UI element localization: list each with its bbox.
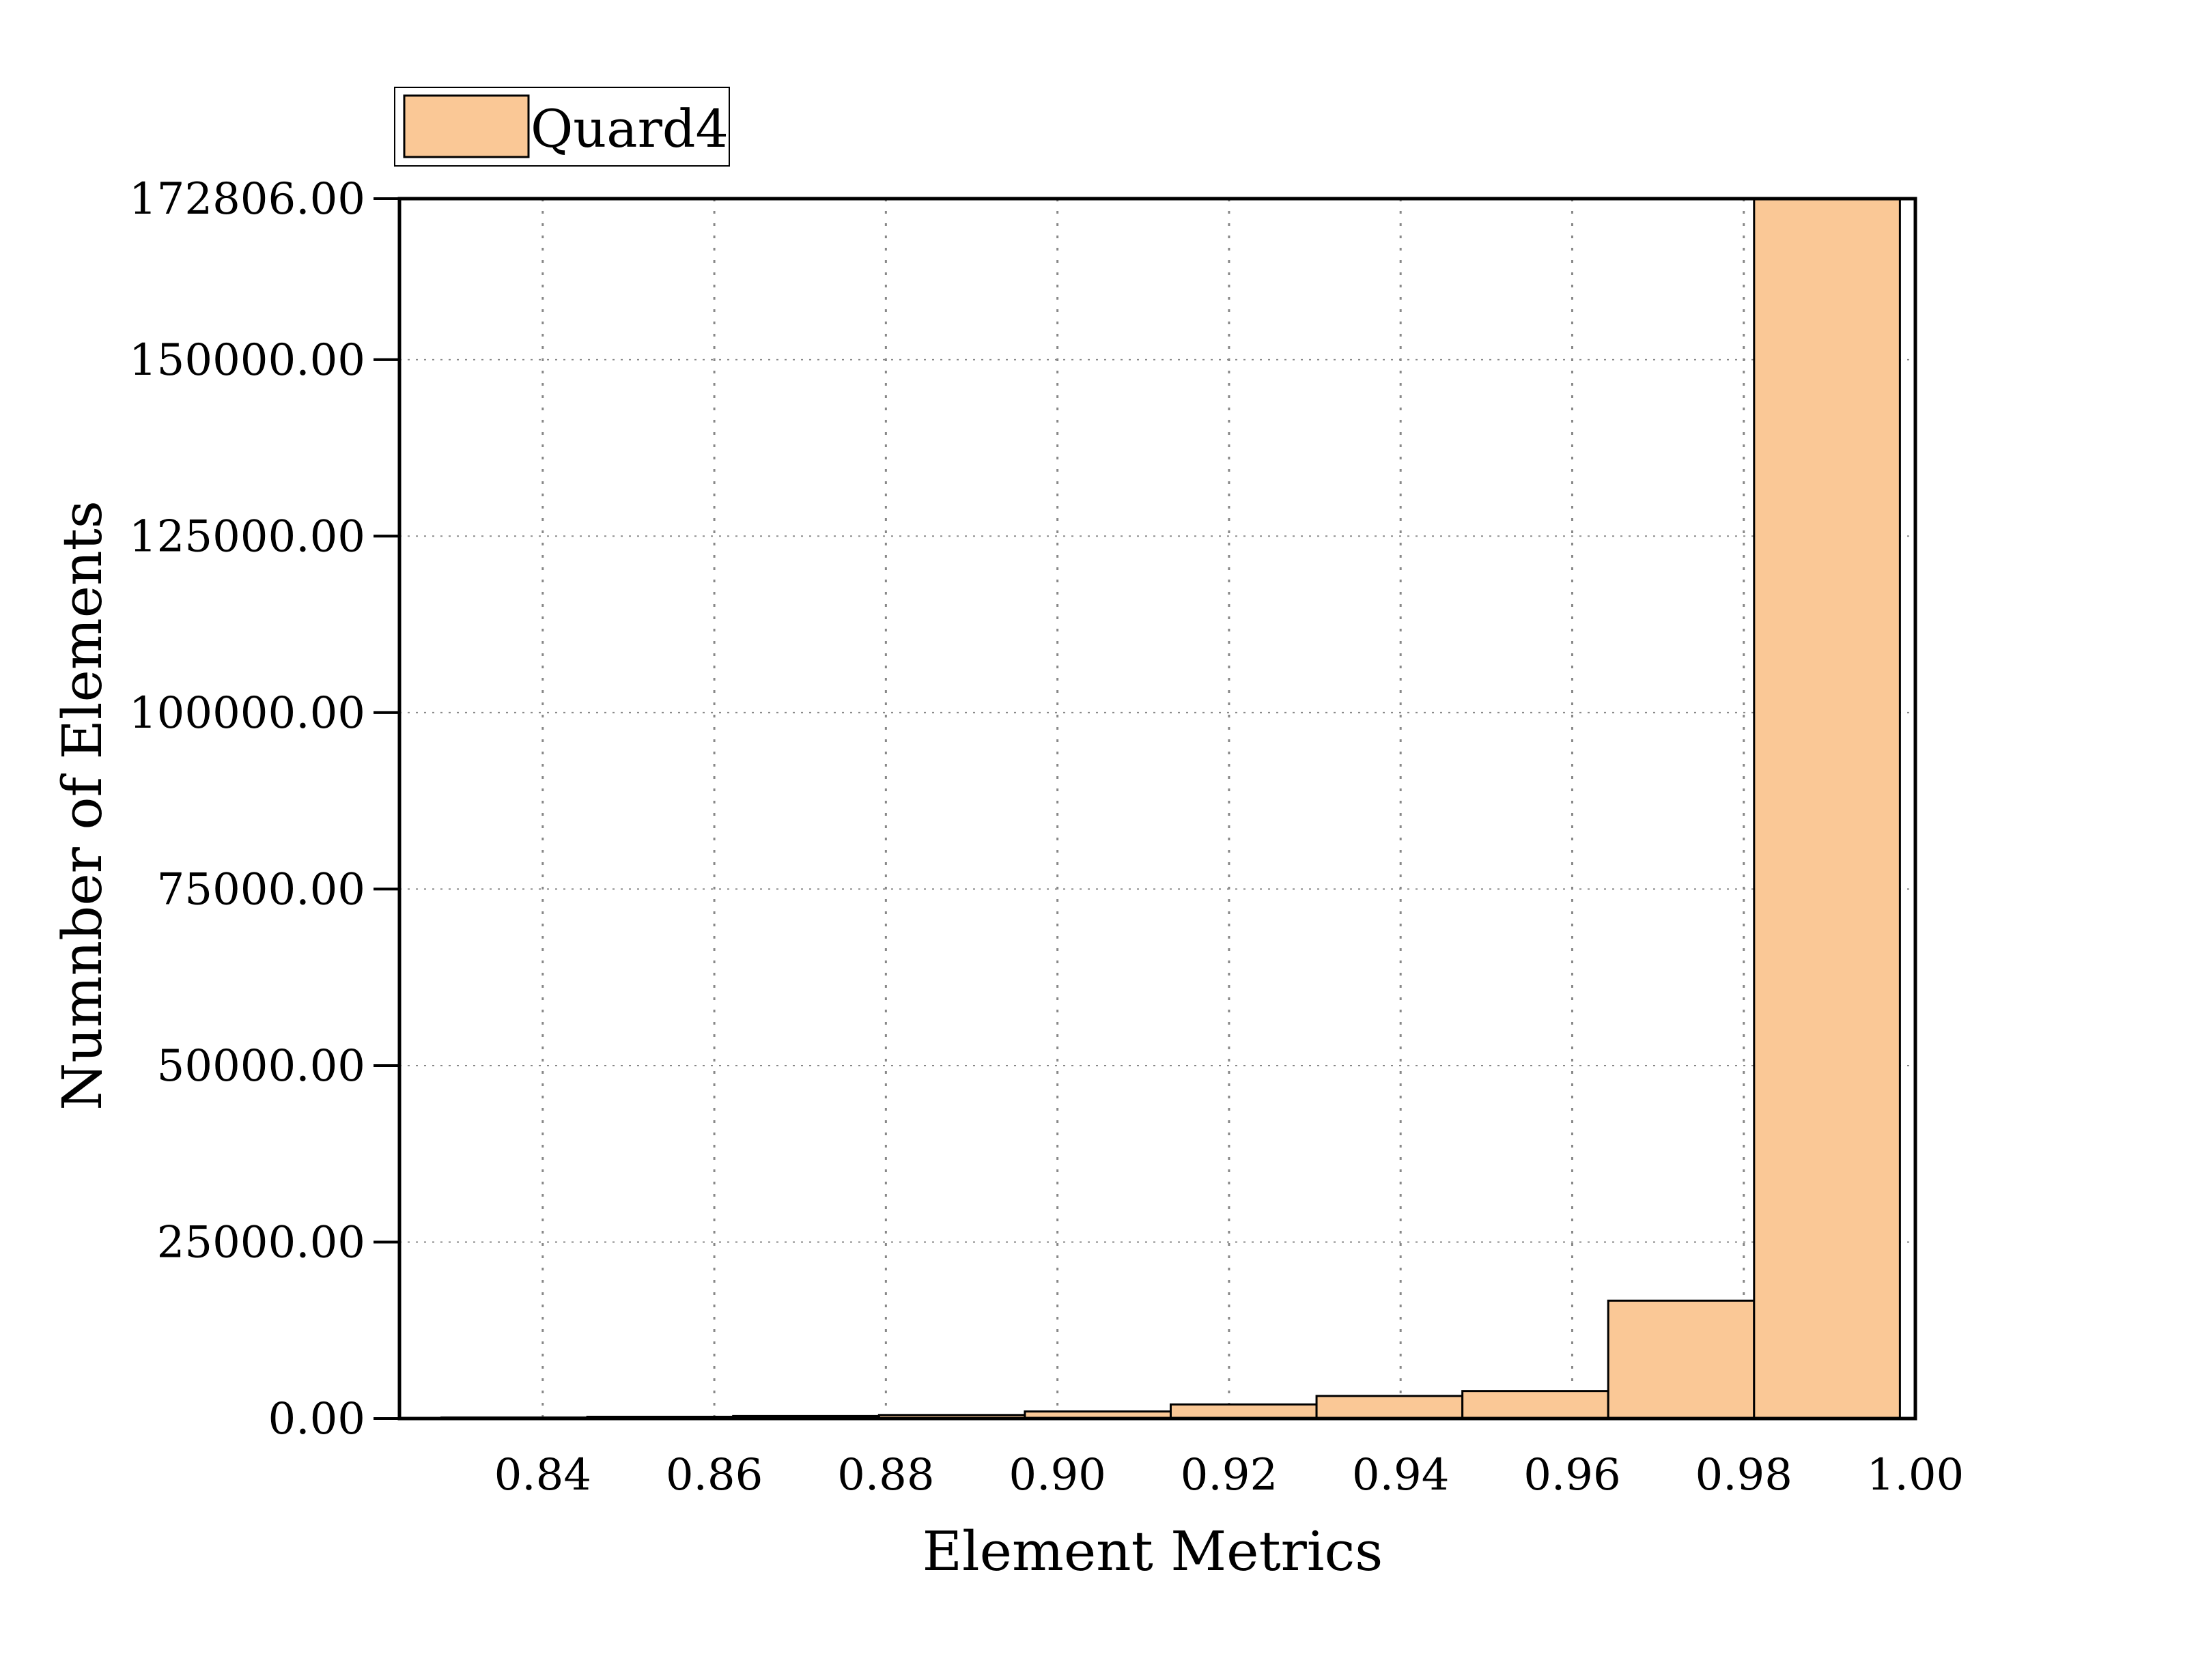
x-tick-label: 0.92 (1181, 1450, 1278, 1500)
y-axis-title: Numnber of Elements (51, 500, 114, 1111)
bar (1169, 1403, 1318, 1420)
legend-swatch (403, 94, 530, 158)
grid-lines (399, 199, 1915, 1419)
bars (440, 197, 1901, 1420)
x-tick-label: 0.90 (1009, 1450, 1106, 1500)
y-tick-label: 75000.00 (157, 864, 365, 915)
y-tick-label: 0.00 (268, 1394, 366, 1444)
plot-frame (397, 197, 1917, 1421)
x-tick-label: 0.84 (494, 1450, 592, 1500)
x-tick-label: 0.86 (666, 1450, 763, 1500)
bar (1461, 1390, 1609, 1420)
y-tick-label: 25000.00 (157, 1217, 365, 1268)
axis-ticks: 0.84 0.86 0.88 0.90 0.92 0.94 0.96 0.98 1.00 0.00… (129, 174, 1964, 1500)
x-tick-label: 0.96 (1523, 1450, 1621, 1500)
x-axis-title: Element Metrics (923, 1520, 1383, 1583)
legend-label: Quard4 (531, 98, 729, 159)
y-tick-label: 172806.00 (129, 174, 365, 225)
x-tick-label: 0.88 (837, 1450, 935, 1500)
y-tick-label: 125000.00 (129, 511, 365, 562)
legend: Quard4 (394, 87, 730, 167)
y-tick-label: 100000.00 (129, 688, 365, 739)
bar (1753, 197, 1901, 1420)
y-tick-label: 150000.00 (129, 335, 365, 386)
bar (1315, 1395, 1464, 1420)
x-tick-label: 0.98 (1695, 1450, 1792, 1500)
x-tick-label: 0.94 (1352, 1450, 1450, 1500)
y-tick-label: 50000.00 (157, 1041, 365, 1092)
x-tick-label: 1.00 (1867, 1450, 1965, 1500)
bar (1607, 1299, 1756, 1420)
